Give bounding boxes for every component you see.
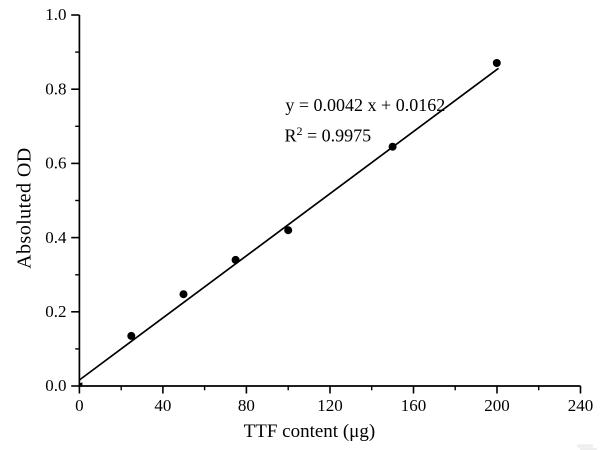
svg-text:1.0: 1.0 — [45, 5, 66, 24]
svg-text:0.4: 0.4 — [45, 228, 67, 247]
svg-text:240: 240 — [568, 396, 594, 415]
svg-text:0: 0 — [75, 396, 84, 415]
svg-text:0.6: 0.6 — [45, 154, 66, 173]
svg-text:200: 200 — [484, 396, 510, 415]
svg-text:80: 80 — [238, 396, 255, 415]
svg-text:TTF content (μg): TTF content (μg) — [244, 421, 376, 442]
svg-text:120: 120 — [317, 396, 343, 415]
svg-text:160: 160 — [401, 396, 427, 415]
svg-text:0.0: 0.0 — [45, 376, 66, 395]
svg-text:y = 0.0042 x + 0.0162: y = 0.0042 x + 0.0162 — [285, 95, 445, 115]
svg-text:0.2: 0.2 — [45, 302, 66, 321]
svg-text:40: 40 — [154, 396, 171, 415]
svg-text:Absoluted OD: Absoluted OD — [14, 147, 36, 269]
svg-text:0.8: 0.8 — [45, 79, 66, 98]
svg-text:R2 = 0.9975: R2 = 0.9975 — [285, 124, 372, 146]
